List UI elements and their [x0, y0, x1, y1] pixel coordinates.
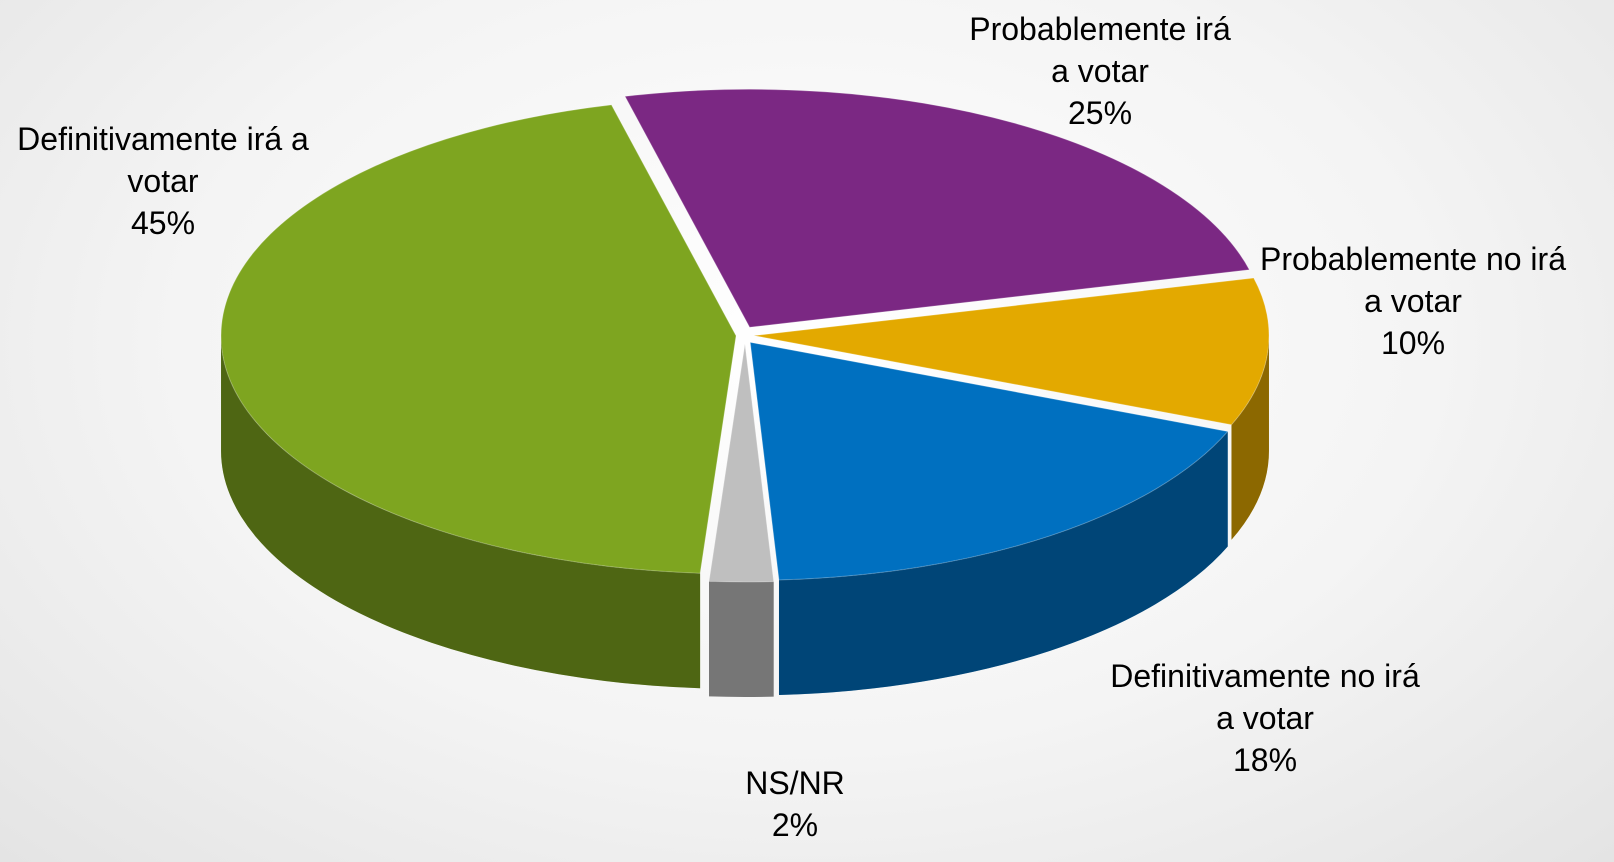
value-label: 25%	[1067, 95, 1133, 131]
category-label: NS/NR	[745, 765, 845, 801]
slice	[220, 104, 737, 574]
category-label: Probablemente irá a votar	[969, 11, 1231, 89]
slice-label: Definitivamente irá a votar 45%	[3, 118, 323, 244]
slice	[749, 341, 1229, 581]
slice-side	[1231, 335, 1269, 540]
slice-side	[778, 431, 1228, 695]
slice-side-shade	[221, 335, 701, 689]
category-label: Definitivamente irá a votar	[17, 121, 309, 199]
slice	[708, 343, 775, 583]
slice	[624, 88, 1251, 328]
slice	[753, 277, 1270, 426]
value-label: 10%	[1380, 325, 1446, 361]
slice-label: Probablemente irá a votar 25%	[965, 8, 1235, 134]
slice-side	[221, 335, 701, 689]
slice-label: Probablemente no irá a votar 10%	[1258, 238, 1568, 364]
slice-side-shade	[1231, 335, 1269, 540]
value-label: 18%	[1232, 742, 1298, 778]
slice-side-shade	[778, 431, 1228, 695]
slice-sides	[221, 335, 1269, 697]
slice-side-shade	[709, 581, 774, 697]
slice-label: Definitivamente no irá a votar 18%	[1110, 655, 1420, 781]
category-label: Probablemente no irá a votar	[1260, 241, 1566, 319]
value-label: 2%	[771, 807, 819, 843]
category-label: Definitivamente no irá a votar	[1110, 658, 1420, 736]
slice-label: NS/NR 2%	[735, 762, 855, 846]
value-label: 45%	[130, 205, 196, 241]
slice-side	[709, 581, 774, 697]
slice-tops	[220, 88, 1270, 583]
